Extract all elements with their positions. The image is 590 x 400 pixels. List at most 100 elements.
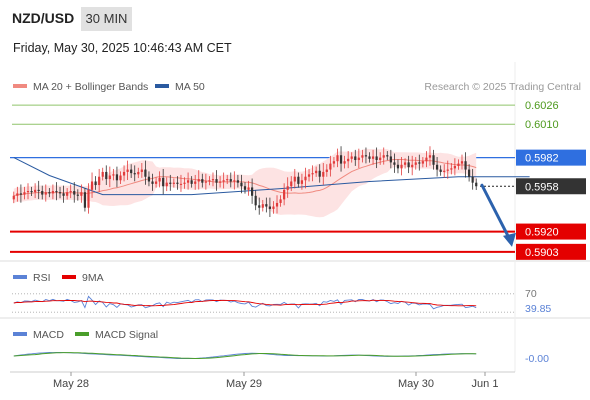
candle	[144, 160, 147, 185]
candle	[460, 154, 464, 170]
candle	[158, 171, 161, 188]
rsi-legend-swatch	[13, 275, 27, 279]
candle	[315, 166, 318, 177]
candle	[151, 173, 154, 191]
candle	[105, 165, 108, 185]
candle	[219, 176, 222, 188]
ma20-legend-swatch	[13, 84, 27, 88]
level-label-support: 0.5920	[525, 227, 559, 239]
candle	[371, 149, 375, 165]
candle	[169, 174, 172, 191]
level-label-box-pivot	[516, 149, 586, 166]
candle	[275, 195, 279, 214]
candle	[265, 197, 268, 213]
candle	[254, 190, 257, 211]
candle	[407, 155, 410, 174]
candle	[247, 180, 250, 196]
candle	[226, 174, 229, 185]
candle	[375, 147, 378, 169]
candle	[55, 182, 58, 201]
macd-signal-legend-label: MACD Signal	[95, 329, 158, 341]
candle	[307, 168, 311, 182]
candle	[446, 160, 449, 179]
candle	[122, 165, 126, 182]
candle	[204, 173, 207, 190]
candle	[389, 149, 392, 169]
rsi-legend: RSI 9MA	[13, 272, 104, 284]
rsi-legend-label: RSI	[33, 272, 51, 284]
candle	[453, 158, 456, 176]
candle	[41, 185, 44, 200]
candle	[350, 152, 353, 163]
candle	[154, 177, 158, 188]
candle	[30, 186, 33, 196]
candle	[361, 149, 364, 163]
candle	[19, 184, 22, 203]
candle	[322, 162, 325, 185]
level-labels: 0.6026 0.6010 0.5982 0.5958 0.5920 0.5903	[516, 100, 586, 260]
candle	[293, 168, 296, 189]
candle	[44, 184, 47, 202]
rsi-ma-line	[13, 299, 477, 307]
candle	[34, 183, 37, 199]
candle	[450, 162, 453, 175]
timeframe-button[interactable]: 30 MIN	[81, 7, 132, 31]
chart-header: NZD/USD 30 MIN Friday, May 30, 2025 10:4…	[0, 0, 590, 62]
level-label-target: 0.6010	[525, 119, 559, 131]
candle	[186, 172, 190, 190]
candle	[240, 174, 243, 194]
candle	[115, 166, 119, 188]
macd-legend: MACD MACD Signal	[13, 329, 158, 341]
candle	[325, 164, 328, 177]
candle	[233, 171, 236, 190]
macd-legend-label: MACD	[33, 329, 64, 341]
candle	[62, 185, 65, 203]
candle	[290, 176, 293, 192]
candle	[411, 155, 414, 176]
candle	[354, 149, 357, 166]
candle	[23, 186, 26, 200]
candle	[286, 177, 289, 198]
candle	[258, 197, 261, 215]
candle	[172, 178, 175, 188]
candle	[414, 157, 417, 170]
rsi-line	[13, 295, 477, 310]
candle	[368, 152, 371, 163]
candle	[428, 146, 432, 166]
macd-signal-line	[13, 352, 477, 359]
candle	[69, 184, 72, 199]
candle	[80, 184, 83, 203]
candle	[393, 153, 396, 173]
candle	[112, 168, 115, 181]
candle	[432, 149, 435, 170]
candle	[73, 182, 76, 203]
rsi-last-value: 39.85	[525, 303, 551, 315]
level-label-box-last	[516, 178, 586, 195]
candle	[425, 151, 428, 168]
candle	[379, 152, 382, 165]
projection-arrow-shaft	[480, 183, 511, 240]
level-label-box-support	[516, 223, 586, 240]
candle	[137, 167, 140, 179]
ma50-legend-swatch	[155, 84, 169, 88]
candle	[133, 165, 136, 182]
macd-panel: -0.00	[13, 351, 549, 365]
candle	[194, 174, 197, 190]
candle	[66, 188, 69, 200]
credit-label: Research © 2025 Trading Central	[424, 81, 581, 93]
candle	[471, 168, 474, 190]
projection	[480, 183, 516, 247]
time-axis-label: Jun 1	[472, 378, 499, 390]
candle	[183, 177, 186, 189]
ma50-line	[13, 157, 530, 196]
candle	[300, 173, 304, 190]
main-legend: MA 20 + Bollinger Bands MA 50 Research ©…	[13, 81, 581, 93]
candle	[211, 172, 215, 187]
candle	[87, 183, 90, 214]
time-axis: May 28 May 29 May 30 Jun 1	[53, 372, 499, 390]
candle	[215, 170, 218, 191]
candle	[318, 164, 321, 183]
candle	[421, 157, 424, 168]
candle	[176, 176, 179, 190]
